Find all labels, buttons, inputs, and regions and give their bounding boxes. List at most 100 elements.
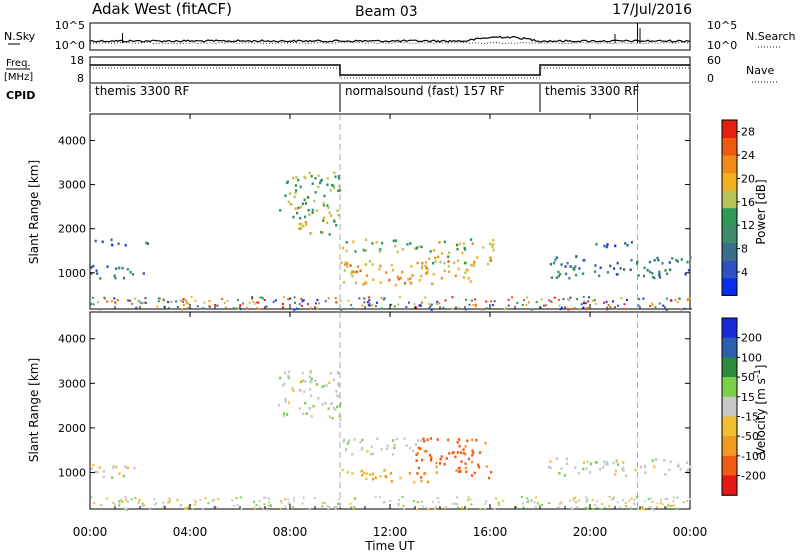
echo-cell [466,439,469,443]
colorbar-swatch [722,377,737,398]
x-axis-label: Time UT [364,539,415,553]
echo-cell [680,258,683,261]
echo-cell [403,282,406,285]
ground-scatter-cell [204,497,207,500]
ground-scatter-cell [287,508,289,511]
ground-scatter-cell [543,304,545,307]
echo-cell [307,196,310,199]
ground-scatter-cell [241,302,244,305]
ground-scatter-cell [195,501,197,504]
echo-cell [447,438,450,442]
ground-scatter-cell [368,302,371,305]
ground-scatter-cell [469,498,472,501]
echo-cell [350,272,353,275]
ground-scatter-cell [686,299,689,302]
echo-cell [414,443,417,446]
ground-scatter-cell [655,506,658,509]
ground-scatter-cell [237,307,240,310]
echo-cell [118,266,121,270]
echo-cell [129,270,132,274]
echo-cell [643,464,646,468]
ground-scatter-cell [376,301,378,304]
ground-scatter-cell [403,508,406,511]
ground-scatter-cell [467,496,470,499]
ground-scatter-cell [567,308,570,311]
ground-scatter-cell [545,304,548,307]
ground-scatter-cell [137,299,140,302]
ground-scatter-cell [162,298,165,301]
ground-scatter-cell [223,301,226,304]
ground-scatter-cell [616,501,619,504]
echo-cell [416,472,419,475]
echo-cell [455,243,459,247]
ground-scatter-cell [298,308,301,310]
echo-cell [489,257,493,260]
echo-cell [345,249,348,253]
ground-scatter-cell [425,506,428,509]
echo-cell [429,437,433,440]
ground-scatter-cell [393,305,396,308]
ground-scatter-cell [689,308,692,310]
echo-cell [420,266,423,270]
echo-cell [330,183,334,187]
echo-cell [383,469,386,472]
echo-cell [310,377,313,381]
ground-scatter-cell [430,303,433,306]
ground-scatter-cell [397,303,400,306]
echo-cell [463,261,467,265]
echo-cell [477,465,481,469]
ground-scatter-cell [588,296,590,299]
ground-scatter-cell [398,499,400,502]
echo-cell [92,463,95,467]
echo-cell [396,250,399,254]
echo-cell [457,466,460,470]
echo-cell [392,239,395,243]
ground-scatter-cell [639,508,642,511]
ground-scatter-cell [666,297,668,300]
echo-cell [94,470,97,474]
ground-scatter-cell [474,298,477,301]
ground-scatter-cell [378,496,381,499]
ground-scatter-cell [397,503,400,506]
ground-scatter-cell [134,297,137,300]
ground-scatter-cell [485,500,488,503]
echo-cell [337,383,341,387]
ground-scatter-cell [584,506,587,509]
colorbar-swatch [722,396,737,417]
echo-cell [305,412,308,415]
echo-cell [549,262,552,266]
ground-scatter-cell [493,300,496,303]
echo-cell [409,277,412,280]
echo-cell [430,459,433,462]
ground-scatter-cell [336,502,339,505]
echo-cell [603,244,606,248]
ground-scatter-cell [188,504,191,507]
echo-cell [297,206,300,210]
colorbar-tick-label: -100 [741,450,766,463]
ground-scatter-cell [641,506,644,508]
colorbar-swatch [722,416,737,437]
ground-scatter-cell [326,505,329,508]
echo-cell [622,466,625,470]
echo-cell [308,406,311,410]
ground-scatter-cell [201,307,204,310]
echo-cell [409,242,412,245]
echo-cell [303,175,306,179]
echo-cell [602,466,605,469]
echo-cell [298,407,301,410]
echo-cell [327,206,330,210]
ground-scatter-cell [408,301,410,304]
ground-scatter-cell [454,306,457,309]
power-y-axis-label: Slant Range [km] [27,160,41,264]
echo-cell [434,256,437,260]
echo-cell [314,191,317,194]
ground-scatter-cell [280,499,283,502]
ground-scatter-cell [421,505,424,508]
ground-scatter-cell [179,504,182,507]
echo-cell [448,452,451,455]
ground-scatter-cell [292,497,295,500]
colorbar-swatch [722,120,737,139]
echo-cell [322,384,325,388]
ground-scatter-cell [540,298,543,301]
ground-scatter-cell [530,499,533,502]
